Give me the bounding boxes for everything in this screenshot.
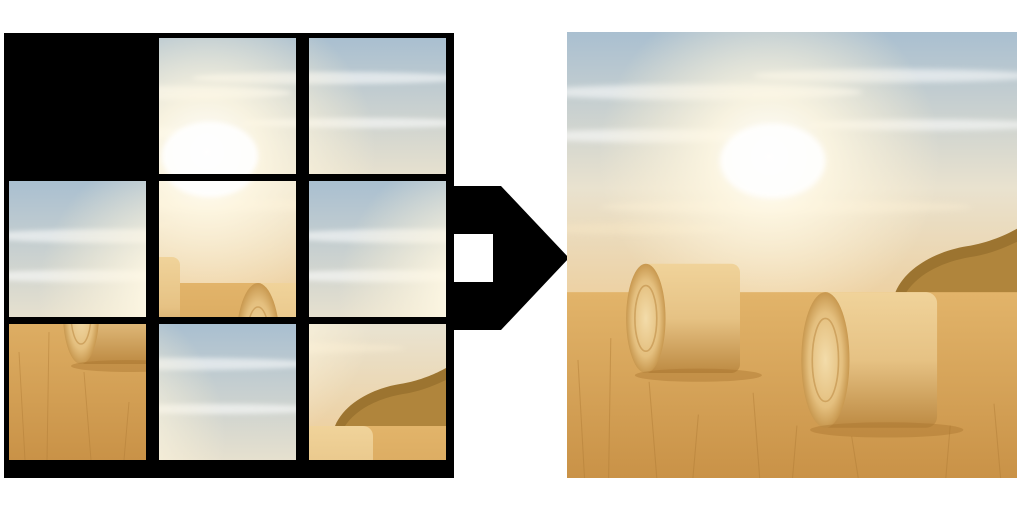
puzzle-tile[interactable] xyxy=(9,324,146,460)
puzzle-board xyxy=(4,33,454,478)
puzzle-tile[interactable] xyxy=(9,181,146,317)
puzzle-tile[interactable] xyxy=(159,38,296,174)
solved-image xyxy=(567,32,1017,478)
empty-tile-slot[interactable] xyxy=(9,38,146,174)
right-arrow-icon xyxy=(451,186,569,335)
puzzle-tile[interactable] xyxy=(159,181,296,317)
puzzle-tile[interactable] xyxy=(309,38,446,174)
puzzle-tile[interactable] xyxy=(309,181,446,317)
puzzle-tile[interactable] xyxy=(159,324,296,460)
puzzle-tile[interactable] xyxy=(309,324,446,460)
